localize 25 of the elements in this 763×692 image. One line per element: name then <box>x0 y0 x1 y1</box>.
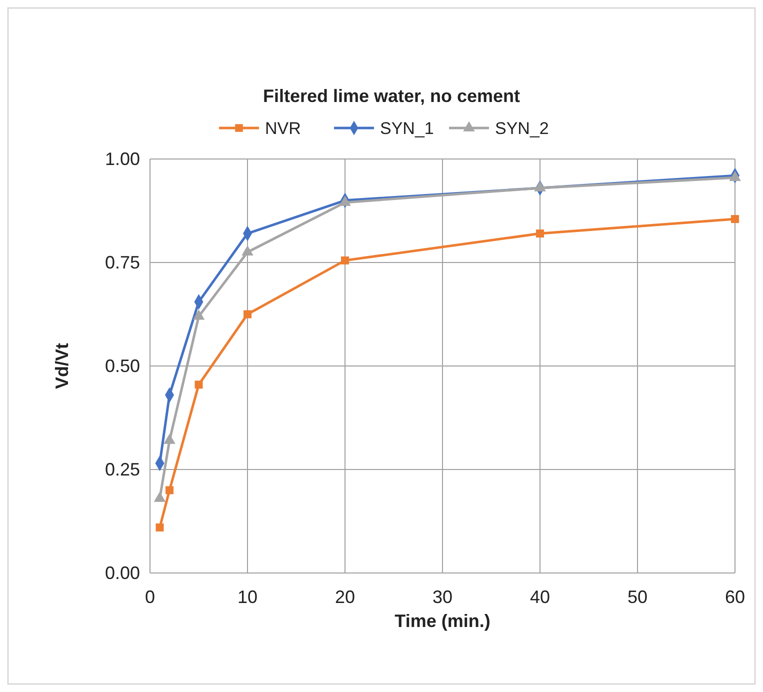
y-axis-title: Vd/Vt <box>52 342 72 390</box>
point <box>536 230 544 238</box>
legend-label: NVR <box>265 119 301 138</box>
y-tick-label: 0.25 <box>104 460 140 480</box>
x-tick-label: 60 <box>724 587 746 607</box>
x-tick-label: 0 <box>144 587 156 607</box>
y-tick-label: 0.75 <box>104 252 140 272</box>
y-tick-label: 0.50 <box>104 356 140 376</box>
y-tick-label: 0.00 <box>104 563 140 583</box>
y-tick-label: 1.00 <box>104 149 140 169</box>
legend-label: SYN_2 <box>495 119 549 138</box>
point <box>244 310 252 318</box>
point <box>156 523 164 532</box>
x-tick-label: 30 <box>432 587 453 607</box>
point <box>341 256 349 264</box>
point <box>166 486 174 494</box>
x-tick-label: 20 <box>334 587 356 607</box>
chart-title: Filtered lime water, no cement <box>262 86 520 106</box>
point <box>731 215 739 224</box>
x-tick-label: 10 <box>237 587 258 607</box>
legend-label: SYN_1 <box>380 119 434 138</box>
point <box>194 380 203 389</box>
x-tick-label: 40 <box>530 587 550 607</box>
x-axis-title: Time (min.) <box>394 611 490 631</box>
x-tick-label: 50 <box>627 587 648 607</box>
